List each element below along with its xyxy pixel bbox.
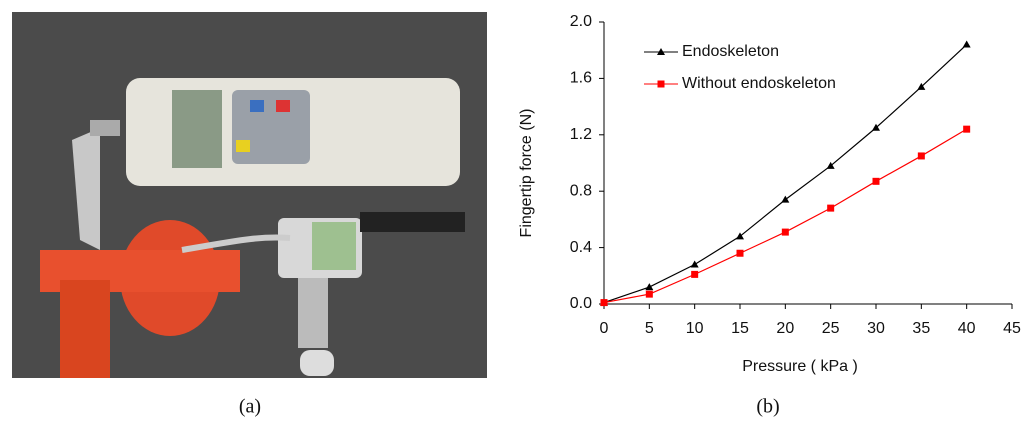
marker [872, 177, 880, 185]
legend-label: Without endoskeleton [682, 75, 836, 92]
x-tick-label: 5 [645, 320, 654, 337]
marker [781, 195, 790, 203]
marker [781, 228, 789, 236]
y-tick-label: 0.0 [570, 295, 592, 312]
y-tick-label: 0.4 [570, 239, 592, 256]
marker [645, 283, 654, 291]
legend-label: Endoskeleton [682, 43, 779, 60]
marker [691, 270, 699, 278]
x-axis-title: Pressure ( kPa ) [742, 358, 858, 375]
marker [963, 125, 971, 133]
x-tick-label: 20 [776, 320, 794, 337]
marker [736, 249, 744, 257]
y-tick-label: 0.8 [570, 182, 592, 199]
y-tick-label: 2.0 [570, 13, 592, 30]
x-tick-label: 25 [822, 320, 840, 337]
x-tick-label: 45 [1003, 320, 1021, 337]
marker [962, 40, 971, 48]
marker [917, 82, 926, 90]
marker [600, 299, 608, 307]
caption: (a) [239, 396, 261, 418]
marker [645, 290, 653, 298]
marker [917, 152, 925, 160]
y-tick-label: 1.6 [570, 70, 592, 87]
marker [736, 232, 744, 240]
marker [690, 260, 699, 268]
y-axis-title: Fingertip force (N) [518, 109, 535, 238]
x-tick-label: 10 [686, 320, 704, 337]
x-tick-label: 0 [600, 320, 609, 337]
caption: (b) [756, 396, 779, 418]
x-tick-label: 15 [731, 320, 749, 337]
x-tick-label: 35 [912, 320, 930, 337]
marker [872, 123, 880, 131]
marker [657, 48, 665, 55]
x-tick-label: 40 [958, 320, 976, 337]
series-line [603, 128, 967, 304]
marker [827, 204, 835, 212]
x-tick-label: 30 [867, 320, 885, 337]
y-tick-label: 1.2 [570, 126, 592, 143]
marker [657, 80, 665, 88]
marker [826, 161, 835, 169]
photo [12, 12, 487, 378]
